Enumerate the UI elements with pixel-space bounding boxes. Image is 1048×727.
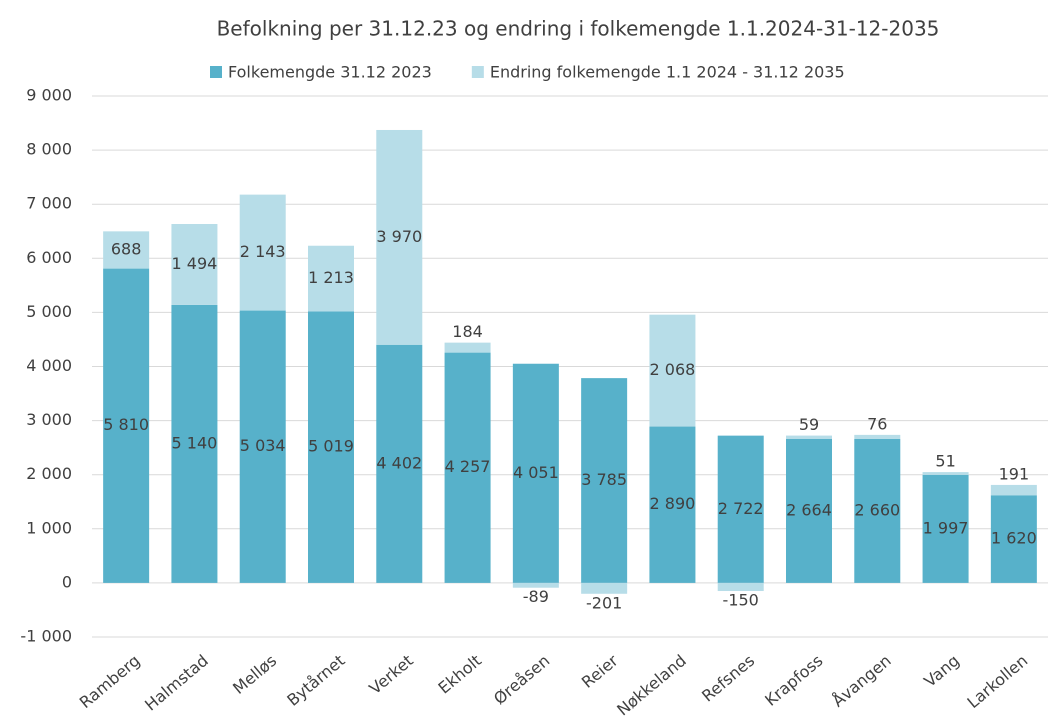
y-tick-label: 0 <box>62 572 72 591</box>
bar-segment <box>512 582 559 588</box>
bar-segment <box>854 434 901 439</box>
y-tick-label: 8 000 <box>26 140 72 159</box>
data-label: 5 810 <box>103 415 149 434</box>
bar-segment <box>376 129 423 345</box>
legend-label: Folkemengde 31.12 2023 <box>228 63 432 82</box>
bar-segment <box>581 582 628 594</box>
legend-label: Endring folkemengde 1.1 2024 - 31.12 203… <box>490 63 845 82</box>
x-tick-label: Reier <box>578 651 622 692</box>
y-tick-label: 3 000 <box>26 410 72 429</box>
bar-segment <box>376 344 423 583</box>
data-label: 1 213 <box>308 268 354 287</box>
data-label: 1 620 <box>991 529 1037 548</box>
x-tick-label: Larkollen <box>963 651 1031 712</box>
bar-segment <box>649 314 696 427</box>
data-label: 51 <box>935 452 955 471</box>
data-label: 2 664 <box>786 500 832 519</box>
y-tick-label: 7 000 <box>26 194 72 213</box>
bar-segment <box>103 231 150 269</box>
y-tick-label: 2 000 <box>26 464 72 483</box>
x-tick-label: Verket <box>366 651 417 698</box>
data-label: 191 <box>999 464 1030 483</box>
legend-swatch <box>471 66 484 78</box>
bar-segment <box>103 268 150 583</box>
x-tick-label: Åvangen <box>829 651 895 711</box>
bar-segment <box>308 311 354 583</box>
data-label: 1 494 <box>172 254 218 273</box>
data-label: 2 722 <box>718 499 764 518</box>
data-label: 2 143 <box>240 242 286 261</box>
x-tick-label: Krapfoss <box>761 651 826 710</box>
data-label: 1 997 <box>923 518 969 537</box>
data-label: 4 257 <box>445 457 491 476</box>
x-tick-label: Øreåsen <box>490 651 553 708</box>
data-label: 4 051 <box>513 463 559 482</box>
data-label: 3 970 <box>376 227 422 246</box>
bar-segment <box>649 426 696 583</box>
data-label: 2 068 <box>650 360 696 379</box>
x-tick-label: Nøkkeland <box>613 651 690 720</box>
data-label: -150 <box>723 591 759 610</box>
bar-segment <box>922 472 969 475</box>
bar-segment <box>239 194 286 311</box>
bar-segment <box>581 378 628 583</box>
bar-segment <box>786 438 832 583</box>
data-label: 2 660 <box>854 500 900 519</box>
bar-segment <box>444 342 491 353</box>
data-label: -89 <box>523 587 549 606</box>
bar-segment <box>717 582 764 592</box>
bar-segment <box>854 438 901 583</box>
x-tick-label: Ramberg <box>76 651 144 712</box>
data-label: 76 <box>867 414 887 433</box>
x-tick-label: Melløs <box>229 651 280 698</box>
data-label: 3 785 <box>581 470 627 489</box>
bar-segment <box>239 310 286 583</box>
data-label: 688 <box>111 239 142 258</box>
data-label: 59 <box>799 415 819 434</box>
data-label: 2 890 <box>650 494 696 513</box>
bar-segment <box>990 484 1037 496</box>
y-tick-label: 6 000 <box>26 248 72 267</box>
data-label: 4 402 <box>376 453 422 472</box>
data-label: 5 019 <box>308 437 354 456</box>
chart-title: Befolkning per 31.12.23 og endring i fol… <box>217 17 940 41</box>
x-tick-label: Bytårnet <box>283 651 348 710</box>
data-label: 5 140 <box>172 433 218 452</box>
y-tick-label: 9 000 <box>26 86 72 105</box>
x-tick-label: Ekholt <box>434 651 485 698</box>
legend-swatch <box>210 66 222 78</box>
bar-segment <box>171 304 218 583</box>
bar-segment <box>922 474 969 583</box>
bar-segment <box>171 224 218 305</box>
y-tick-label: 1 000 <box>26 518 72 537</box>
bar-segment <box>444 352 491 583</box>
x-tick-label: Vang <box>920 651 963 691</box>
x-tick-label: Refsnes <box>698 651 758 706</box>
x-tick-label: Halmstad <box>141 651 212 715</box>
bar-segment <box>990 495 1037 583</box>
bar-segment <box>308 245 354 312</box>
bar-segment <box>512 363 559 583</box>
data-label: 5 034 <box>240 436 286 455</box>
y-tick-label: 4 000 <box>26 356 72 375</box>
bar-segment <box>786 435 832 439</box>
data-label: 184 <box>452 322 483 341</box>
y-tick-label: -1 000 <box>20 627 72 646</box>
bar-segment <box>717 435 764 583</box>
data-label: -201 <box>586 593 622 612</box>
y-tick-label: 5 000 <box>26 302 72 321</box>
